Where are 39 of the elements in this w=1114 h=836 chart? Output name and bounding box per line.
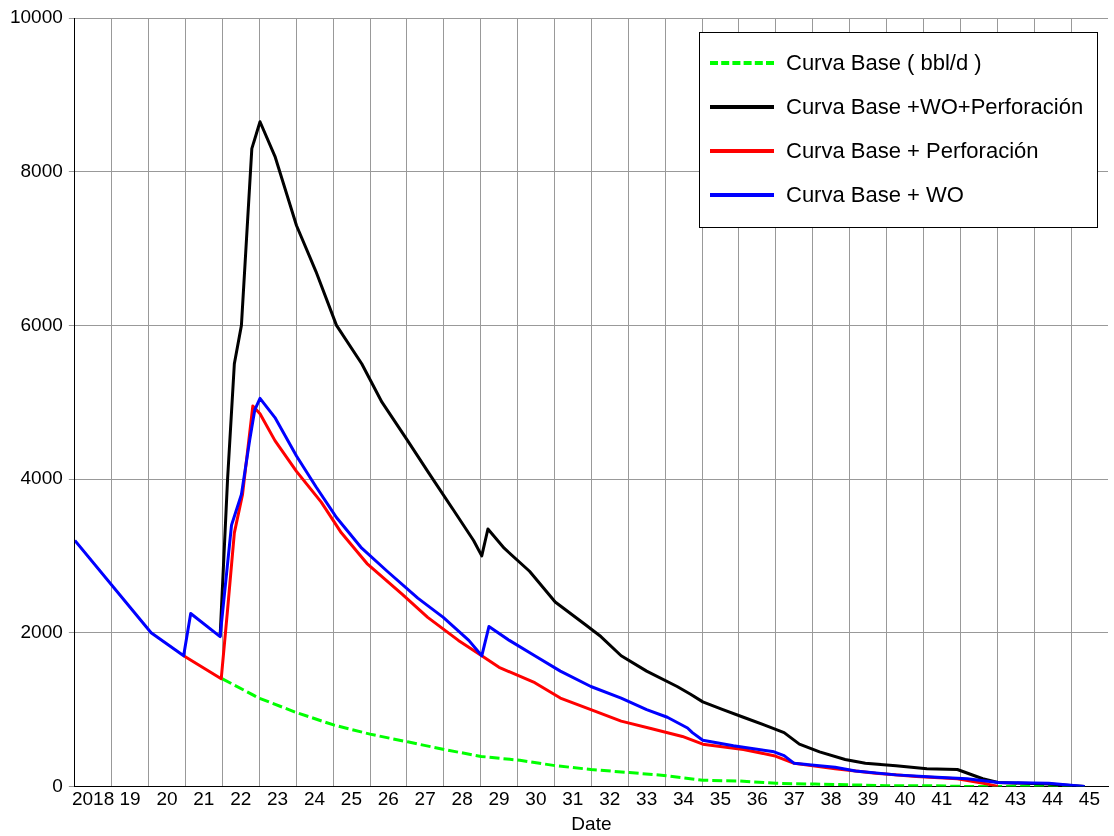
x-tick-label: 2018 <box>71 788 115 810</box>
x-tick-label: 27 <box>414 788 436 810</box>
x-tick-label: 24 <box>303 788 326 810</box>
x-tick-label: 21 <box>193 788 215 810</box>
x-tick-label: 29 <box>488 788 510 810</box>
y-tick-label: 8000 <box>20 159 63 181</box>
x-tick-label: 34 <box>672 788 695 810</box>
x-tick-label: 30 <box>525 788 547 810</box>
x-tick-label: 39 <box>857 788 879 810</box>
legend-label: Curva Base ( bbl/d ) <box>786 50 982 76</box>
x-tick-label: 32 <box>599 788 621 810</box>
legend-label: Curva Base +WO+Perforación <box>786 94 1084 120</box>
x-tick-label: 43 <box>1004 788 1027 810</box>
x-tick-label: 23 <box>267 788 289 810</box>
x-tick-label: 25 <box>340 788 363 810</box>
x-tick-label: 33 <box>636 788 658 810</box>
legend-label: Curva Base + Perforación <box>786 138 1039 164</box>
x-tick-label: 37 <box>783 788 805 810</box>
x-tick-label: 20 <box>156 788 178 810</box>
x-tick-label: 28 <box>451 788 473 810</box>
x-tick-label: 26 <box>377 788 399 810</box>
x-tick-label: 19 <box>119 788 141 810</box>
x-tick-label: 36 <box>746 788 768 810</box>
x-tick-label: 22 <box>230 788 252 810</box>
x-tick-label: 35 <box>709 788 731 810</box>
y-tick-label: 0 <box>52 774 63 796</box>
x-axis-title: Date <box>571 812 612 834</box>
legend-label: Curva Base + WO <box>786 182 964 208</box>
x-tick-label: 38 <box>820 788 842 810</box>
x-tick-label: 42 <box>968 788 990 810</box>
x-tick-label: 31 <box>562 788 584 810</box>
y-tick-label: 2000 <box>20 620 63 642</box>
x-tick-label: 41 <box>931 788 953 810</box>
y-tick-label: 10000 <box>9 6 63 28</box>
y-tick-label: 4000 <box>20 467 63 489</box>
x-tick-label: 44 <box>1041 788 1064 810</box>
x-tick-label: 45 <box>1078 788 1100 810</box>
x-tick-label: 40 <box>894 788 916 810</box>
y-tick-label: 6000 <box>20 313 63 335</box>
